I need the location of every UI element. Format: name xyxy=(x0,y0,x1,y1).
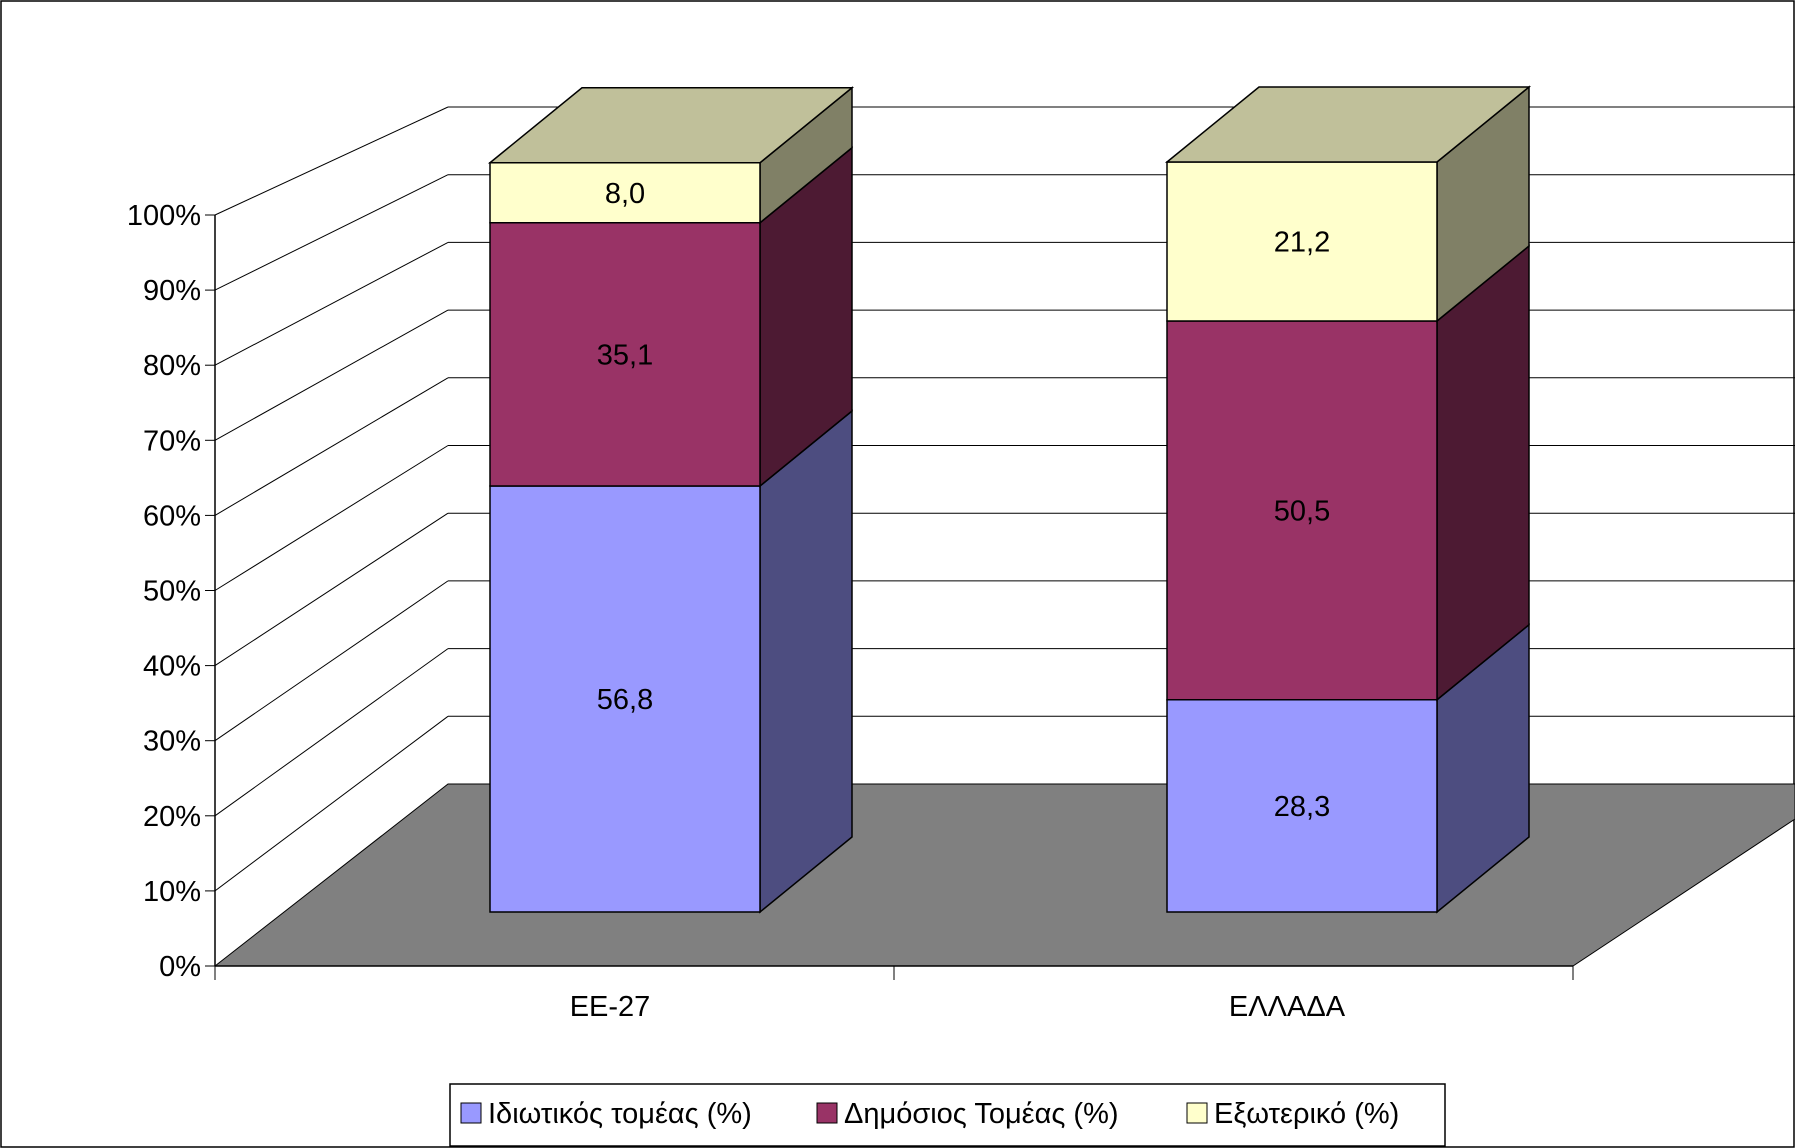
y-tick-label: 90% xyxy=(143,275,201,307)
bar-segment xyxy=(489,485,761,913)
y-tick-label: 100% xyxy=(127,200,201,232)
bar-segment-side xyxy=(1436,244,1530,702)
side-gridline xyxy=(214,648,449,817)
bar-stack xyxy=(1164,85,1532,914)
y-tick-label: 20% xyxy=(143,801,201,833)
legend-item-public: Δημόσιος Τομέας (%) xyxy=(816,1098,1119,1130)
legend-label-public: Δημόσιος Τομέας (%) xyxy=(844,1098,1119,1130)
side-gridline xyxy=(214,715,449,892)
side-gridline xyxy=(214,580,449,742)
side-gridline xyxy=(214,309,449,441)
side-gridline xyxy=(214,445,449,591)
side-gridline xyxy=(214,174,449,291)
legend-label-abroad: Εξωτερικό (%) xyxy=(1214,1098,1399,1130)
x-category-label: ΕΕ-27 xyxy=(570,991,651,1023)
data-label: 50,5 xyxy=(1274,495,1330,527)
legend-swatch-private xyxy=(460,1102,482,1124)
legend-box xyxy=(449,1083,1446,1147)
legend-swatch-abroad xyxy=(1186,1102,1208,1124)
bar-segment-side xyxy=(759,409,853,914)
chart-floor xyxy=(213,783,1795,967)
bar-stack xyxy=(487,86,855,914)
bar-segment xyxy=(1166,699,1438,913)
bar-segment xyxy=(1166,320,1438,701)
data-label: 56,8 xyxy=(597,684,653,716)
data-label: 8,0 xyxy=(605,178,645,210)
legend-item-private: Ιδιωτικός τομέας (%) xyxy=(460,1098,752,1130)
legend-label-private: Ιδιωτικός τομέας (%) xyxy=(488,1098,752,1130)
data-label: 21,2 xyxy=(1274,227,1330,259)
y-tick-label: 80% xyxy=(143,350,201,382)
side-gridline xyxy=(214,377,449,516)
data-label: 28,3 xyxy=(1274,791,1330,823)
bar-segment xyxy=(1166,161,1438,322)
bar-segment xyxy=(489,222,761,487)
data-label: 35,1 xyxy=(597,339,653,371)
y-tick-label: 70% xyxy=(143,425,201,457)
x-category-label: ΕΛΛΑΔΑ xyxy=(1229,991,1346,1023)
side-gridline xyxy=(214,512,449,667)
bar-top-face xyxy=(1164,86,1532,163)
y-tick-label: 30% xyxy=(143,726,201,758)
side-gridline xyxy=(214,241,449,366)
legend: Ιδιωτικός τομέας (%) Δημόσιος Τομέας (%)… xyxy=(449,1083,1446,1147)
y-tick-label: 10% xyxy=(143,876,201,908)
y-tick-label: 0% xyxy=(159,951,201,983)
legend-item-abroad: Εξωτερικό (%) xyxy=(1186,1098,1399,1130)
bar-segment xyxy=(489,162,761,224)
side-gridline xyxy=(214,106,449,216)
y-tick-label: 60% xyxy=(143,500,201,532)
legend-swatch-public xyxy=(816,1102,838,1124)
y-tick-label: 50% xyxy=(143,576,201,608)
y-tick-label: 40% xyxy=(143,651,201,683)
bar-top-face xyxy=(487,87,855,164)
